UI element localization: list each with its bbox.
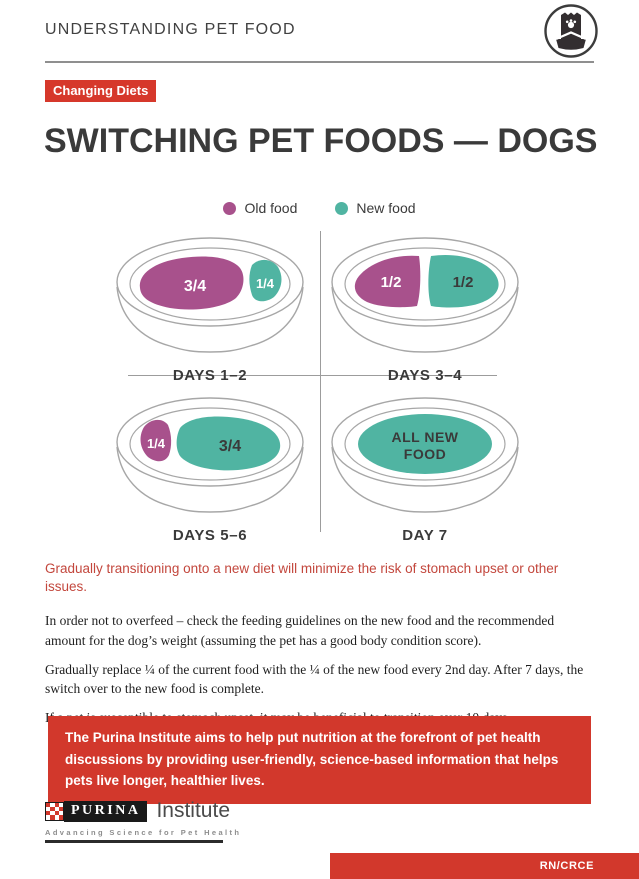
bowl-label-days-3-4: DAYS 3–4 bbox=[387, 367, 463, 384]
purina-institute-callout: The Purina Institute aims to help put nu… bbox=[48, 716, 591, 804]
paragraph-overfeed: In order not to overfeed – check the fee… bbox=[45, 613, 555, 648]
grid-divider-horizontal bbox=[128, 375, 497, 376]
bowl-diagram-days-3-4: 1/2 1/2 DAYS 3–4 bbox=[325, 232, 525, 384]
bowl-days-1-2-graphic: 3/4 1/4 bbox=[116, 237, 304, 353]
fraction-old: 1/2 bbox=[381, 274, 402, 291]
all-new-food-line-2: FOOD bbox=[404, 446, 446, 462]
highlight-sentence: Gradually transitioning onto a new diet … bbox=[45, 561, 559, 595]
purina-institute-logo: PURINA Institute Advancing Science for P… bbox=[45, 799, 241, 843]
fraction-new: 1/4 bbox=[256, 276, 275, 291]
bowl-label-days-1-2: DAYS 1–2 bbox=[172, 367, 248, 384]
footer-code: RN/CRCE bbox=[539, 860, 594, 872]
fraction-new: 3/4 bbox=[219, 438, 241, 455]
legend: Old food New food bbox=[0, 200, 639, 216]
bowl-days-3-4-graphic: 1/2 1/2 bbox=[331, 237, 519, 353]
logo-underline bbox=[45, 840, 223, 843]
header-title: UNDERSTANDING PET FOOD bbox=[45, 21, 296, 38]
fraction-old: 1/4 bbox=[147, 436, 166, 451]
legend-label-old: Old food bbox=[244, 200, 298, 216]
legend-item-old-food: Old food bbox=[223, 200, 297, 216]
body-text-block: Gradually transitioning onto a new diet … bbox=[45, 560, 594, 736]
section-badge: Changing Diets bbox=[45, 80, 157, 102]
fraction-old: 3/4 bbox=[184, 278, 206, 295]
purina-wordmark: PURINA bbox=[64, 800, 148, 822]
old-food-dot-icon bbox=[223, 201, 237, 215]
bowl-diagram-days-5-6: 1/4 3/4 DAYS 5–6 bbox=[110, 392, 310, 544]
page-title: SWITCHING PET FOODS — DOGS bbox=[44, 122, 598, 160]
logo-tagline: Advancing Science for Pet Health bbox=[45, 828, 242, 837]
bowl-label-days-5-6: DAYS 5–6 bbox=[172, 527, 248, 544]
new-food-dot-icon bbox=[335, 201, 349, 215]
legend-item-new-food: New food bbox=[335, 200, 416, 216]
paragraph-replace-quarter: Gradually replace ¼ of the current food … bbox=[45, 661, 584, 697]
bowl-day-7-graphic: ALL NEW FOOD bbox=[331, 397, 519, 513]
legend-label-new: New food bbox=[356, 200, 416, 216]
bowl-label-day-7: DAY 7 bbox=[402, 527, 448, 544]
grid-divider-vertical bbox=[320, 231, 321, 532]
footer-code-bar: RN/CRCE bbox=[330, 853, 639, 879]
purina-checkerboard-icon bbox=[45, 801, 64, 821]
fraction-new: 1/2 bbox=[453, 274, 474, 291]
header-divider bbox=[45, 61, 594, 63]
bowl-days-5-6-graphic: 1/4 3/4 bbox=[116, 397, 304, 513]
all-new-food-line-1: ALL NEW bbox=[391, 429, 458, 445]
pet-food-bag-and-bowl-icon bbox=[543, 3, 599, 59]
bowl-diagram-days-1-2: 3/4 1/4 DAYS 1–2 bbox=[110, 232, 310, 384]
bowl-diagram-day-7: ALL NEW FOOD DAY 7 bbox=[325, 392, 525, 544]
institute-wordmark: Institute bbox=[156, 799, 230, 822]
